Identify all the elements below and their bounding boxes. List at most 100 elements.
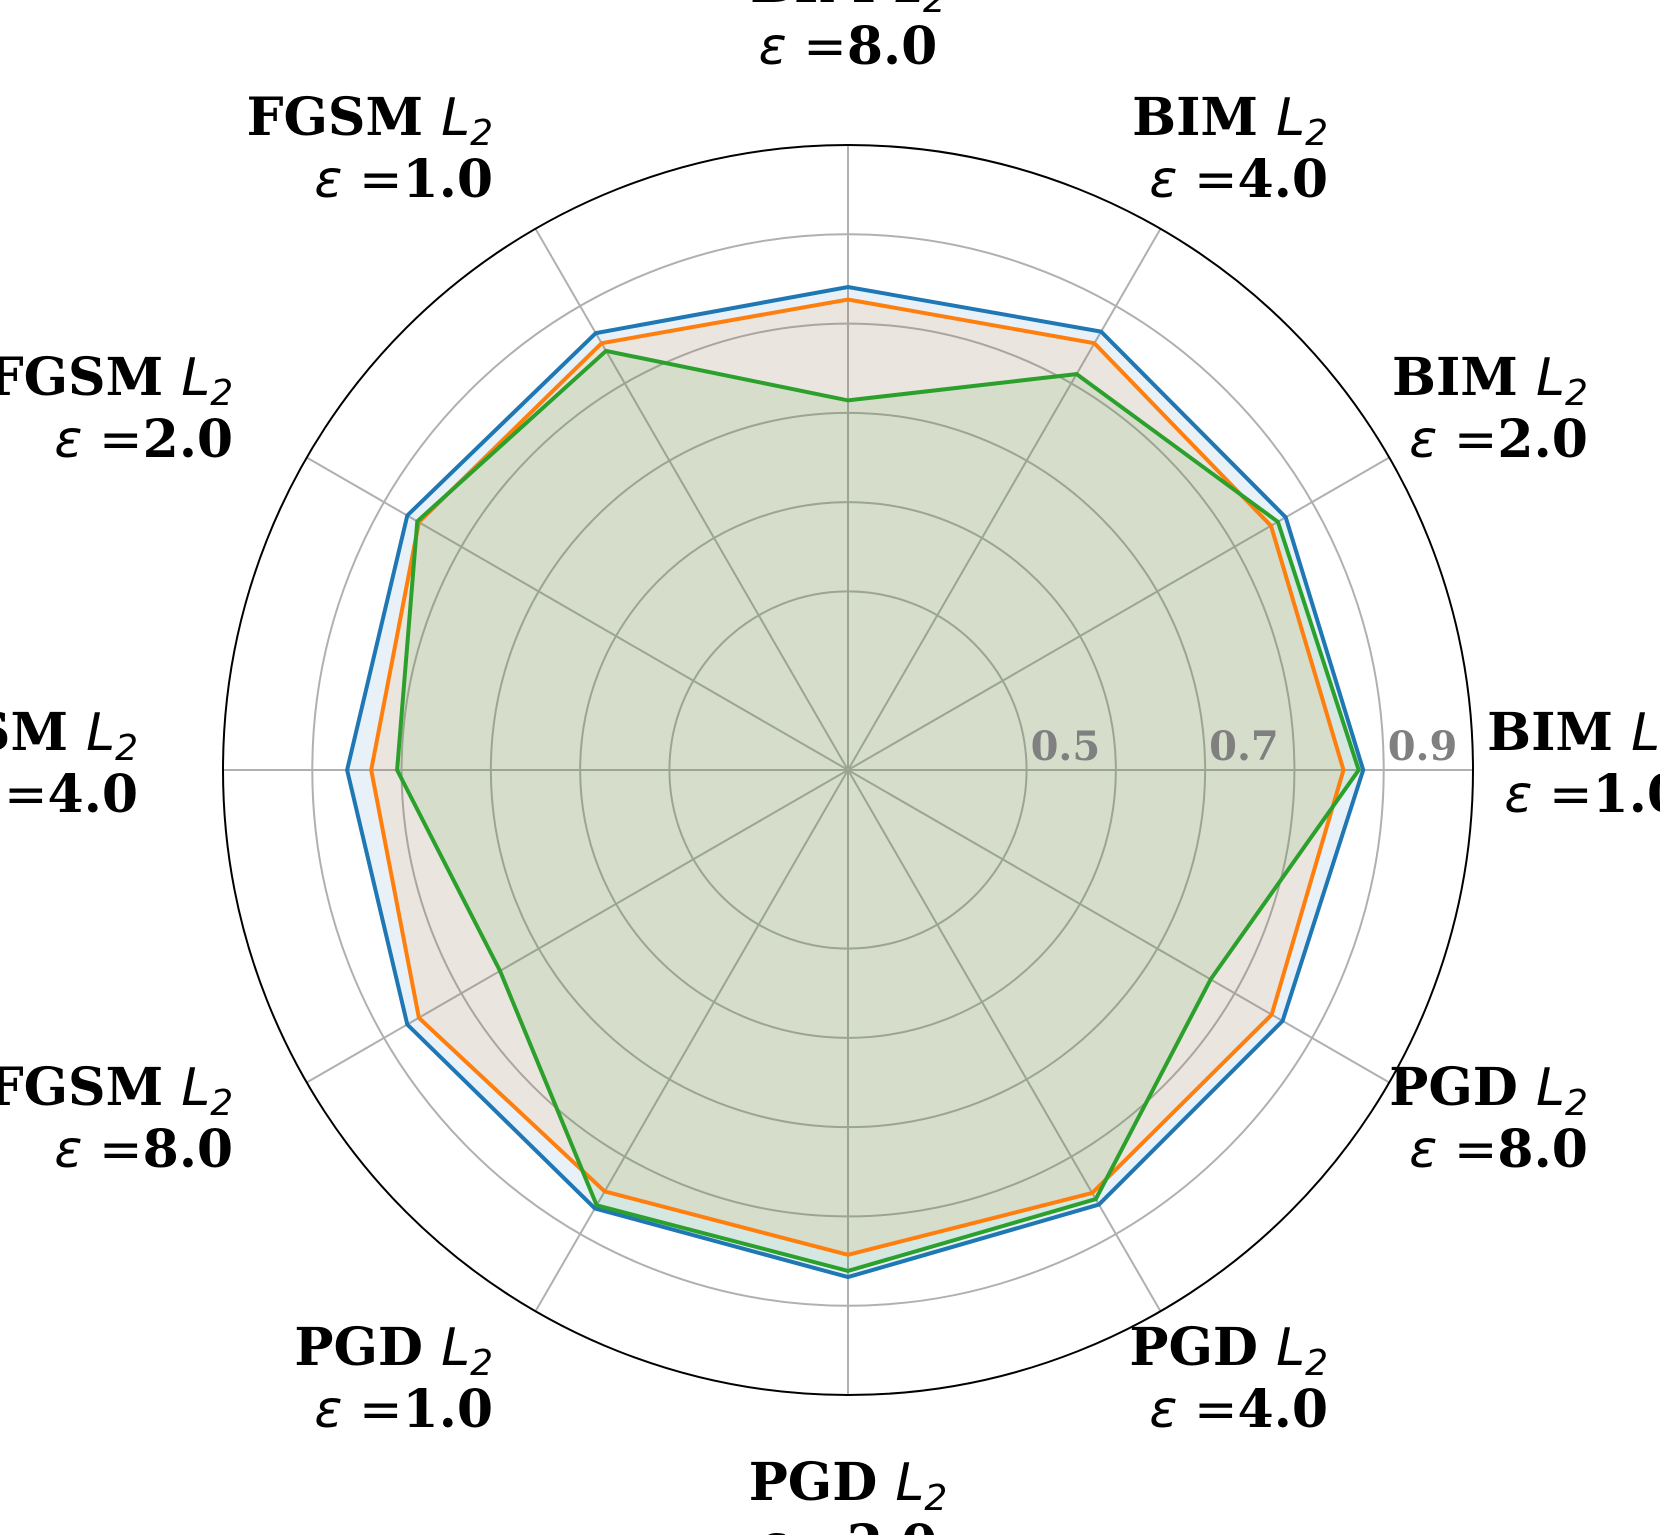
axis-label-norm-subscript: 2: [1565, 373, 1588, 414]
axis-label-eps-value: 4.0: [48, 764, 138, 825]
axis-label-method: FGSM: [0, 702, 86, 763]
axis-label-line1: FGSM L2: [0, 347, 233, 414]
axis-label-fgsm-eps-4-0: FGSM L2ε =4.0: [0, 702, 138, 825]
axis-label-pgd-eps-8-0: PGD L2ε =8.0: [1389, 1057, 1588, 1180]
axis-label-norm: L: [895, 1453, 924, 1513]
axis-label-bim-eps-2-0: BIM L2ε =2.0: [1392, 347, 1588, 470]
axis-label-norm-subscript: 2: [1305, 1343, 1328, 1384]
axis-label-bim-eps-1-0: BIM L2ε =1.0: [1487, 702, 1660, 825]
axis-label-method: BIM: [1487, 702, 1631, 763]
axis-label-norm-subscript: 2: [115, 728, 138, 769]
axis-label-line1: BIM L2: [750, 0, 946, 21]
axis-label-eps-value: 1.0: [1593, 764, 1660, 825]
axis-label-norm: L: [894, 0, 923, 15]
axis-label-norm-subscript: 2: [1305, 113, 1328, 154]
axis-label-line2: ε =8.0: [54, 1119, 233, 1180]
axis-label-method: FGSM: [247, 87, 442, 148]
axis-label-norm: L: [1276, 88, 1305, 148]
r-tick-label: 0.5: [1031, 723, 1101, 770]
axis-label-eps-value: 8.0: [1497, 1119, 1587, 1180]
axis-label-pgd-eps-4-0: PGD L2ε =4.0: [1129, 1317, 1328, 1440]
tick-layer: 0.5 0.7 0.9: [1031, 723, 1458, 770]
axis-label-eps-prefix: ε =: [314, 150, 402, 210]
axis-label-eps-prefix: ε =: [1409, 1120, 1497, 1180]
axis-label-eps-value: 2.0: [847, 1514, 937, 1535]
axis-label-line1: PGD L2: [749, 1452, 948, 1519]
axis-label-eps-prefix: ε =: [759, 1515, 847, 1535]
axis-label-pgd-eps-1-0: PGD L2ε =1.0: [294, 1317, 493, 1440]
axis-label-norm: L: [181, 348, 210, 408]
axis-label-eps-value: 8.0: [847, 16, 937, 77]
axis-label-eps-value: 2.0: [143, 409, 233, 470]
axis-label-eps-prefix: ε =: [0, 765, 48, 825]
series-0-fill: [347, 287, 1364, 1278]
axis-label-norm: L: [1536, 1058, 1565, 1118]
axis-label-eps-value: 2.0: [1497, 409, 1587, 470]
axis-label-line1: PGD L2: [294, 1317, 493, 1384]
axis-label-line2: ε =2.0: [1409, 409, 1588, 470]
axis-label-eps-prefix: ε =: [759, 17, 847, 77]
r-tick-label: 0.9: [1388, 723, 1458, 770]
axis-label-eps-prefix: ε =: [54, 410, 142, 470]
axis-label-line2: ε =4.0: [0, 764, 138, 825]
axis-label-eps-value: 8.0: [143, 1119, 233, 1180]
axis-label-line1: PGD L2: [1389, 1057, 1588, 1124]
series-1-fill: [371, 299, 1344, 1255]
radial-gridline: [534, 769, 849, 1312]
axis-label-line2: ε =1.0: [1504, 764, 1660, 825]
axis-label-norm-subscript: 2: [210, 373, 233, 414]
series-layer: [345, 284, 1366, 1280]
axis-label-line1: PGD L2: [1129, 1317, 1328, 1384]
axis-label-method: PGD: [294, 1317, 441, 1378]
axis-label-method: PGD: [1389, 1057, 1536, 1118]
axis-label-norm-subscript: 2: [1565, 1083, 1588, 1124]
axis-label-fgsm-eps-1-0: FGSM L2ε =1.0: [247, 87, 493, 210]
axis-label-method: BIM: [750, 0, 894, 15]
axis-label-norm-subscript: 2: [470, 1343, 493, 1384]
axis-label-eps-prefix: ε =: [1149, 1380, 1237, 1440]
axis-label-line1: FGSM L2: [0, 1057, 233, 1124]
axis-label-norm: L: [441, 1318, 470, 1378]
axis-label-norm: L: [1631, 703, 1660, 763]
axis-label-norm: L: [441, 88, 470, 148]
axis-label-line2: ε =2.0: [759, 1514, 938, 1535]
axis-label-method: FGSM: [0, 347, 181, 408]
axis-label-line2: ε =1.0: [314, 149, 493, 210]
axis-label-norm: L: [1536, 348, 1565, 408]
axis-label-line2: ε =8.0: [1409, 1119, 1588, 1180]
axis-label-method: BIM: [1392, 347, 1536, 408]
axis-label-norm: L: [181, 1058, 210, 1118]
radial-gridline: [306, 456, 849, 771]
axis-label-method: FGSM: [0, 1057, 181, 1118]
axis-label-norm-subscript: 2: [924, 1478, 947, 1519]
axis-label-eps-prefix: ε =: [314, 1380, 402, 1440]
radial-gridline: [306, 769, 849, 1084]
axis-label-eps-value: 1.0: [403, 1379, 493, 1440]
axis-label-line1: FGSM L2: [247, 87, 493, 154]
axis-label-eps-value: 4.0: [1238, 149, 1328, 210]
axis-label-norm: L: [86, 703, 115, 763]
axis-label-pgd-eps-2-0: PGD L2ε =2.0: [749, 1452, 948, 1535]
axis-label-line2: ε =4.0: [1149, 149, 1328, 210]
outer-frame: [222, 144, 1474, 1396]
axis-label-line1: FGSM L2: [0, 702, 138, 769]
axis-label-eps-prefix: ε =: [1504, 765, 1592, 825]
radial-gridline: [847, 769, 1162, 1312]
axis-label-method: PGD: [1129, 1317, 1276, 1378]
circular-gridline: [400, 322, 1296, 1218]
axis-label-line2: ε =1.0: [314, 1379, 493, 1440]
radial-gridline: [847, 456, 1390, 771]
radial-gridline: [847, 228, 1162, 771]
series-1-line: [369, 297, 1346, 1257]
radial-gridline: [534, 228, 849, 771]
axis-label-line2: ε =8.0: [759, 16, 938, 77]
circular-gridline: [311, 233, 1385, 1307]
axis-label-eps-prefix: ε =: [1409, 410, 1497, 470]
axis-label-eps-value: 1.0: [403, 149, 493, 210]
axis-label-eps-prefix: ε =: [1149, 150, 1237, 210]
circular-gridline: [579, 501, 1117, 1039]
axis-label-line2: ε =4.0: [1149, 1379, 1328, 1440]
series-0-line: [345, 284, 1366, 1280]
radial-gridline: [847, 769, 1390, 1084]
